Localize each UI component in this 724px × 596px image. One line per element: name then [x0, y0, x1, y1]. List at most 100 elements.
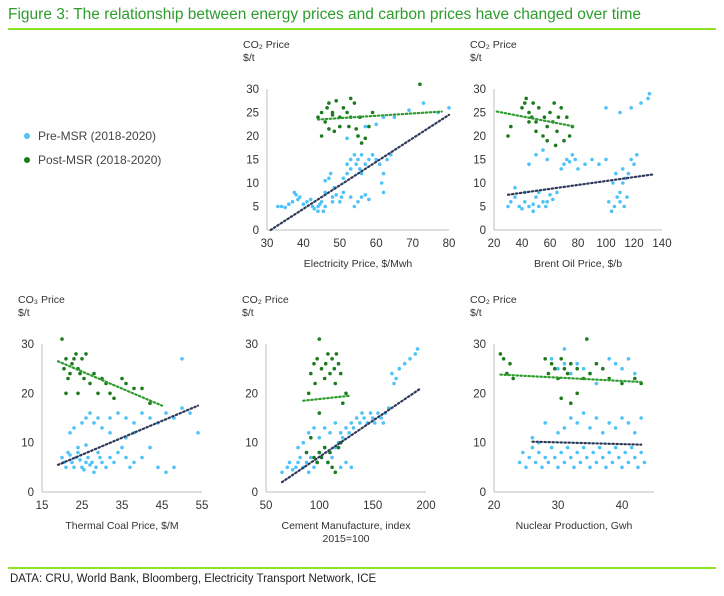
chart-3-post-point: [68, 371, 72, 376]
chart-5-pre-point: [527, 455, 531, 460]
chart-3-post-point: [76, 391, 80, 396]
chart-1-pre-point: [319, 200, 324, 204]
chart-5-post-point: [575, 391, 579, 396]
chart-4-pre-point: [312, 465, 316, 470]
chart-4-pre-point: [301, 440, 306, 445]
chart-4-pre-point: [379, 416, 384, 420]
chart-4-y-tick: 30: [245, 339, 258, 351]
chart-1-x-tick: 60: [370, 238, 383, 250]
chart-3-pre-point: [140, 411, 144, 415]
chart-2-pre-point: [635, 153, 639, 157]
chart-5-pre-point: [565, 445, 570, 450]
chart-4-pre-point: [354, 416, 359, 420]
chart-1-pre-point: [308, 197, 313, 202]
chart-2-pre-point: [618, 200, 622, 204]
chart-2-post-point: [562, 138, 566, 143]
chart-1-post-point: [319, 134, 324, 138]
chart-4-pre-point: [349, 421, 354, 425]
chart-1-pre-point: [352, 153, 357, 157]
chart-1-pre-point: [447, 106, 451, 110]
chart-1-pre-point: [341, 190, 346, 195]
chart-4-post-point: [328, 371, 332, 376]
chart-1-pre-point: [305, 200, 309, 204]
chart-4-pre-point: [381, 421, 386, 425]
chart-5-post-point: [562, 366, 567, 371]
chart-4-post-point: [309, 371, 313, 376]
chart-2-pre-point: [506, 204, 510, 209]
chart-2-pre-point: [611, 181, 615, 185]
chart-1-post-point: [323, 120, 328, 124]
chart-5-pre-point: [626, 421, 631, 425]
chart-3-pre-point: [72, 465, 76, 470]
chart-3-pre-point: [68, 431, 72, 435]
chart-2-pre-point: [597, 162, 601, 166]
chart-2-pre-point: [622, 204, 626, 209]
chart-2-pre-point: [629, 106, 633, 110]
chart-3-pre-point: [64, 465, 68, 470]
chart-4-pre-point: [370, 416, 375, 420]
chart-3-pre-point: [72, 426, 76, 430]
chart-2-pre-point: [534, 153, 538, 157]
chart-3-pre-point: [104, 465, 108, 470]
chart-4-y-unit: $/t: [242, 307, 254, 319]
legend: Pre-MSR (2018-2020) Post-MSR (2018-2020): [24, 126, 161, 174]
chart-4-pre-point: [351, 426, 356, 430]
chart-3-x-label: Thermal Coal Price, $/M: [65, 520, 178, 532]
chart-4-pre-point: [415, 347, 420, 351]
chart-5-pre-point: [530, 445, 535, 450]
chart-5-y-tick: 20: [473, 388, 486, 400]
chart-2-pre-point: [509, 200, 513, 204]
chart-1-post-point: [356, 134, 360, 138]
chart-4-pre-point: [338, 431, 343, 435]
chart-4-pre-point: [408, 357, 412, 361]
chart-1-pre-point: [379, 181, 384, 185]
chart-5-pre-point: [626, 357, 631, 361]
data-source-footer: DATA: CRU, World Bank, Bloomberg, Electr…: [10, 573, 377, 585]
chart-3-post-point: [140, 386, 144, 391]
chart-5-pre-point: [569, 371, 573, 376]
chart-2-pre-point: [604, 106, 608, 110]
chart-4-post-point: [334, 352, 339, 356]
chart-4-post-point: [333, 470, 338, 475]
chart-2-x-tick: 80: [572, 238, 585, 250]
chart-4-post-trendline: [302, 394, 351, 402]
chart-3-y-tick: 10: [21, 438, 34, 450]
chart-5-pre-point: [623, 450, 627, 455]
chart-5-pre-point: [549, 445, 554, 450]
chart-3-post-point: [112, 396, 116, 401]
chart-5-pre-trendline: [531, 440, 643, 446]
chart-2-pre-point: [570, 153, 575, 157]
chart-5-pre-point: [633, 455, 637, 460]
chart-2-y-tick: 20: [473, 131, 486, 143]
chart-2-pre-point: [544, 204, 548, 209]
chart-2-post-point: [506, 134, 510, 138]
chart-1-post-point: [332, 129, 337, 134]
chart-1-pre-point: [290, 200, 295, 204]
chart-2-pre-point: [548, 193, 552, 197]
chart-3-pre-point: [60, 455, 64, 460]
chart-1-y-tick: 0: [253, 225, 259, 237]
chart-5-post-point: [594, 361, 599, 366]
chart-5-pre-point: [636, 465, 640, 470]
chart-5-post-point: [585, 337, 589, 341]
chart-5-pre-point: [581, 411, 586, 415]
chart-4-post-point: [336, 361, 341, 366]
chart-2-y-unit: $/t: [470, 52, 482, 64]
chart-3-pre-point: [98, 455, 102, 460]
figure-title: Figure 3: The relationship between energ…: [8, 6, 642, 23]
chart-1-pre-point: [327, 176, 331, 181]
chart-1-pre-point: [358, 167, 362, 171]
chart-4-pre-point: [394, 376, 398, 381]
chart-4-pre-point: [317, 435, 322, 440]
chart-4-post-point: [304, 450, 309, 455]
chart-5-x-tick: 40: [616, 500, 629, 512]
chart-4-pre-point: [402, 361, 407, 366]
chart-4-pre-point: [290, 468, 295, 472]
chart-4-pre-point: [344, 460, 348, 465]
chart-4-pre-point: [309, 455, 313, 460]
chart-2-post-point: [565, 115, 569, 119]
chart-3-post-point: [78, 371, 82, 376]
chart-1-y-label: CO₂ Price: [243, 39, 290, 51]
chart-5-post-trendline: [499, 373, 643, 384]
